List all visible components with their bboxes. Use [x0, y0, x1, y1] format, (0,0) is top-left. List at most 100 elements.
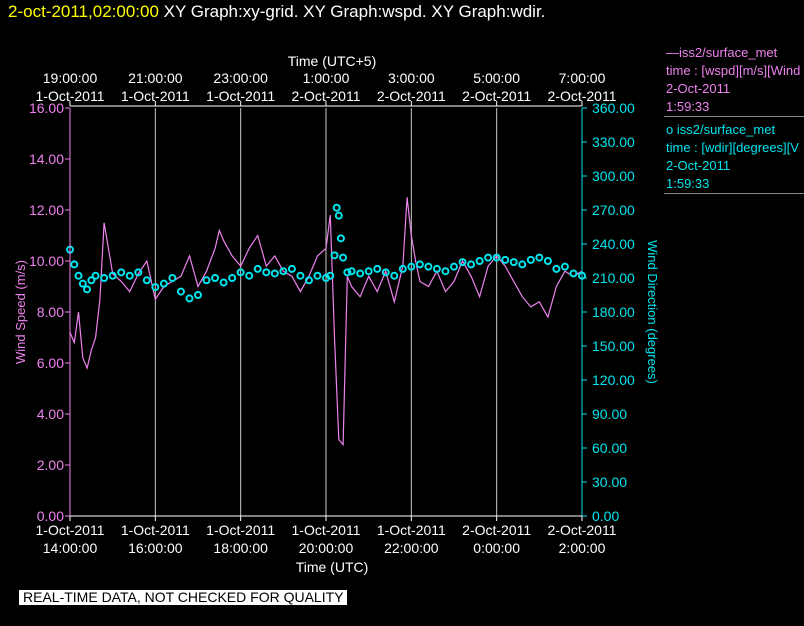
legend-wspd-label: —iss2/surface_met [666, 45, 778, 60]
wdir-point [432, 264, 441, 273]
wdir-point [509, 258, 518, 267]
wdir-point [332, 203, 341, 212]
legend-divider [664, 116, 804, 117]
bottom-axis-title: Time (UTC) [296, 559, 369, 575]
legend-wdir-line4: 1:59:33 [666, 176, 710, 191]
wdir-point [552, 264, 561, 273]
bottom-tick-time: 0:00:00 [473, 540, 520, 556]
wdir-point [407, 262, 416, 271]
bottom-tick-date: 2-Oct-2011 [548, 522, 617, 538]
wdir-point [398, 264, 407, 273]
right-tick-label: 360.00 [592, 100, 635, 116]
wdir-point [253, 264, 262, 273]
wdir-point [108, 271, 117, 280]
right-tick-label: 300.00 [592, 168, 635, 184]
bottom-tick-time: 20:00:00 [299, 540, 354, 556]
wdir-point [185, 294, 194, 303]
wdir-point [83, 285, 92, 294]
legend-wspd-line2: time : [wspd][m/s][Wind [666, 63, 801, 78]
wdir-point [560, 262, 569, 271]
right-tick-label: 90.00 [592, 406, 627, 422]
wspd-series-line [69, 197, 583, 447]
wdir-point [336, 234, 345, 243]
left-tick-label: 14.00 [29, 151, 64, 167]
bottom-tick-date: 1-Oct-2011 [121, 522, 190, 538]
wdir-point [467, 260, 476, 269]
wdir-point [526, 255, 535, 264]
top-tick-date: 1-Oct-2011 [206, 88, 275, 104]
legend-wspd-line3: 2-Oct-2011 [666, 81, 731, 96]
top-tick-date: 1-Oct-2011 [121, 88, 190, 104]
wdir-point [296, 271, 305, 280]
bottom-tick-date: 2-Oct-2011 [462, 522, 531, 538]
wdir-point [381, 268, 390, 277]
top-tick-time: 23:00:00 [213, 70, 268, 86]
top-tick-time: 21:00:00 [128, 70, 183, 86]
bottom-tick-time: 14:00:00 [43, 540, 98, 556]
wdir-point [356, 269, 365, 278]
wdir-point [100, 274, 109, 282]
wdir-point [347, 267, 356, 276]
left-axis-title: Wind Speed (m/s) [13, 260, 28, 364]
wdir-point [569, 269, 578, 278]
bottom-tick-date: 1-Oct-2011 [36, 522, 105, 538]
quality-disclaimer: REAL-TIME DATA, NOT CHECKED FOR QUALITY [19, 590, 348, 605]
right-tick-label: 270.00 [592, 202, 635, 218]
wdir-point [501, 255, 510, 264]
top-axis-title: Time (UTC+5) [288, 53, 377, 69]
wdir-point [245, 271, 254, 280]
wdir-point [339, 253, 348, 262]
wdir-point [484, 253, 493, 262]
bottom-tick-time: 22:00:00 [384, 540, 439, 556]
top-tick-time: 1:00:00 [303, 70, 350, 86]
wdir-point [228, 274, 237, 282]
right-tick-label: 120.00 [592, 372, 635, 388]
wdir-point [125, 271, 134, 280]
wdir-point [326, 271, 335, 280]
wdir-point [134, 268, 143, 277]
wdir-point [334, 211, 343, 220]
legend-wspd-line4: 1:59:33 [666, 99, 710, 114]
wdir-point [202, 276, 211, 285]
left-tick-label: 4.00 [37, 406, 64, 422]
header-graph-list: XY Graph:xy-grid. XY Graph:wspd. XY Grap… [163, 2, 546, 21]
right-tick-label: 180.00 [592, 304, 635, 320]
wdir-point [70, 260, 79, 269]
wdir-point [87, 276, 96, 285]
top-tick-time: 19:00:00 [43, 70, 98, 86]
right-tick-label: 30.00 [592, 474, 627, 490]
wdir-point [415, 260, 424, 269]
right-axis-title: Wind Direction (degrees) [645, 240, 660, 384]
grid-lines [69, 108, 583, 516]
wdir-point [194, 291, 202, 299]
bottom-tick-date: 1-Oct-2011 [377, 522, 446, 538]
top-tick-date: 1-Oct-2011 [36, 88, 105, 104]
top-tick-time: 5:00:00 [473, 70, 520, 86]
bottom-tick-date: 1-Oct-2011 [292, 522, 361, 538]
header-timestamp: 2-oct-2011,02:00:00 [8, 2, 159, 21]
wdir-point [424, 262, 433, 271]
wdir-point [287, 264, 296, 273]
bottom-tick-time: 16:00:00 [128, 540, 183, 556]
bottom-tick-date: 1-Oct-2011 [206, 522, 275, 538]
right-tick-label: 210.00 [592, 270, 635, 286]
bottom-tick-time: 18:00:00 [213, 540, 268, 556]
left-tick-label: 0.00 [37, 508, 64, 524]
wdir-point [475, 257, 484, 265]
wdir-point [262, 268, 271, 277]
wdir-point [304, 276, 313, 285]
top-tick-date: 2-Oct-2011 [462, 88, 531, 104]
wdir-point [450, 262, 458, 271]
wdir-point [364, 267, 373, 276]
wdir-point [535, 253, 544, 262]
legend-wdir-line3: 2-Oct-2011 [666, 158, 731, 173]
bottom-tick-time: 2:00:00 [559, 540, 606, 556]
wdir-point [390, 271, 399, 280]
wdir-point [330, 251, 339, 260]
right-tick-label: 330.00 [592, 134, 635, 150]
left-tick-label: 16.00 [29, 100, 64, 116]
wdir-point [117, 268, 126, 277]
wdir-point [270, 269, 279, 278]
wdir-point [142, 276, 151, 285]
